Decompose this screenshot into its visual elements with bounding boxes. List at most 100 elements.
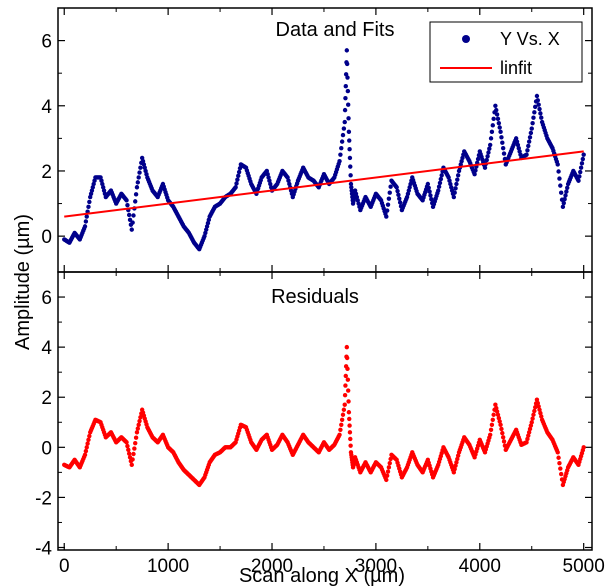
data-point-y-vs-x [427,189,432,194]
data-point-residuals [539,414,544,419]
data-point-y-vs-x [451,194,457,200]
data-point-residuals [346,399,351,404]
data-point-residuals [533,405,538,410]
data-point-y-vs-x [455,177,460,182]
data-point-y-vs-x [339,139,345,144]
data-point-y-vs-x [496,120,502,126]
data-point-y-vs-x [137,170,142,175]
y-tick-label: 0 [41,227,52,248]
data-point-y-vs-x [349,185,354,190]
data-point-y-vs-x [565,185,570,191]
y-tick-label: 6 [41,32,52,53]
data-point-y-vs-x [135,180,141,185]
data-point-residuals [134,430,140,435]
data-point-residuals [497,419,502,424]
data-point-y-vs-x [452,190,457,195]
data-point-y-vs-x [563,193,568,198]
data-point-y-vs-x [349,188,354,193]
data-point-residuals [338,427,343,432]
data-point-residuals [346,388,351,393]
data-point-residuals [529,420,534,425]
data-point-y-vs-x [236,169,242,175]
data-point-residuals [342,402,347,407]
data-point-y-vs-x [136,175,141,180]
data-point-y-vs-x [234,181,239,186]
data-point-residuals [385,469,391,474]
data-point-residuals [501,439,507,444]
data-point-y-vs-x [533,104,538,110]
data-point-residuals [581,445,586,450]
data-point-residuals [339,422,344,427]
data-point-residuals [488,427,494,432]
data-point-y-vs-x [395,188,400,194]
data-point-y-vs-x [560,204,566,210]
data-point-y-vs-x [343,95,348,101]
data-point-residuals [558,471,564,477]
data-point-y-vs-x [455,173,461,178]
data-point-y-vs-x [487,142,493,148]
data-point-y-vs-x [344,61,350,67]
data-point-residuals [126,451,132,456]
data-point-y-vs-x [536,102,541,107]
data-point-y-vs-x [394,185,399,190]
data-point-residuals [384,477,389,483]
bottom-panel-title: Residuals [271,286,359,308]
legend-marker-y-vs-x [462,35,470,43]
data-point-y-vs-x [529,126,534,131]
data-point-y-vs-x [348,164,353,169]
data-point-residuals [555,450,560,455]
top-panel: 0 2 4 6 [41,7,593,273]
data-point-y-vs-x [578,165,584,170]
data-point-y-vs-x [486,150,491,155]
data-point-residuals [496,415,502,421]
data-point-y-vs-x [526,143,531,149]
y-tick-label: -4 [35,538,52,559]
data-point-y-vs-x [347,138,352,143]
data-point-y-vs-x [387,190,392,195]
data-point-residuals [337,432,342,437]
data-point-residuals [342,392,348,398]
data-point-y-vs-x [454,181,459,187]
data-point-y-vs-x [576,178,581,183]
data-point-y-vs-x [124,198,129,203]
data-point-residuals [451,470,457,475]
data-point-y-vs-x [138,165,143,170]
data-point-residuals [453,463,458,468]
legend-label-y-vs-x: Y Vs. X [500,29,560,49]
data-point-y-vs-x [528,130,534,136]
data-point-residuals [343,383,348,388]
data-point-y-vs-x [482,165,488,170]
data-point-y-vs-x [235,177,240,182]
data-point-y-vs-x [133,199,138,204]
data-point-y-vs-x [348,181,354,187]
data-point-residuals [132,446,137,451]
x-tick-label: 3000 [355,556,397,577]
data-point-y-vs-x [539,115,544,120]
data-point-residuals [125,443,130,449]
data-point-y-vs-x [501,151,507,156]
data-point-y-vs-x [537,106,542,112]
data-point-residuals [87,433,92,439]
data-point-residuals [526,433,531,438]
data-point-residuals [130,457,135,462]
data-point-residuals [85,441,90,446]
data-point-y-vs-x [397,200,403,205]
data-point-y-vs-x [339,145,344,151]
data-point-y-vs-x [337,158,342,164]
data-point-y-vs-x [438,176,444,182]
data-point-y-vs-x [535,98,541,103]
data-point-y-vs-x [131,213,136,218]
data-point-residuals [524,440,529,445]
data-point-y-vs-x [233,185,238,190]
data-point-y-vs-x [426,185,431,191]
data-point-y-vs-x [577,174,582,179]
data-point-y-vs-x [453,186,458,191]
data-point-residuals [530,416,535,421]
data-point-residuals [344,355,350,361]
data-point-y-vs-x [134,185,140,190]
data-point-y-vs-x [127,217,133,223]
data-point-y-vs-x [84,214,89,219]
data-point-residuals [343,373,348,379]
data-point-residuals [82,452,88,458]
data-point-residuals [84,445,89,450]
